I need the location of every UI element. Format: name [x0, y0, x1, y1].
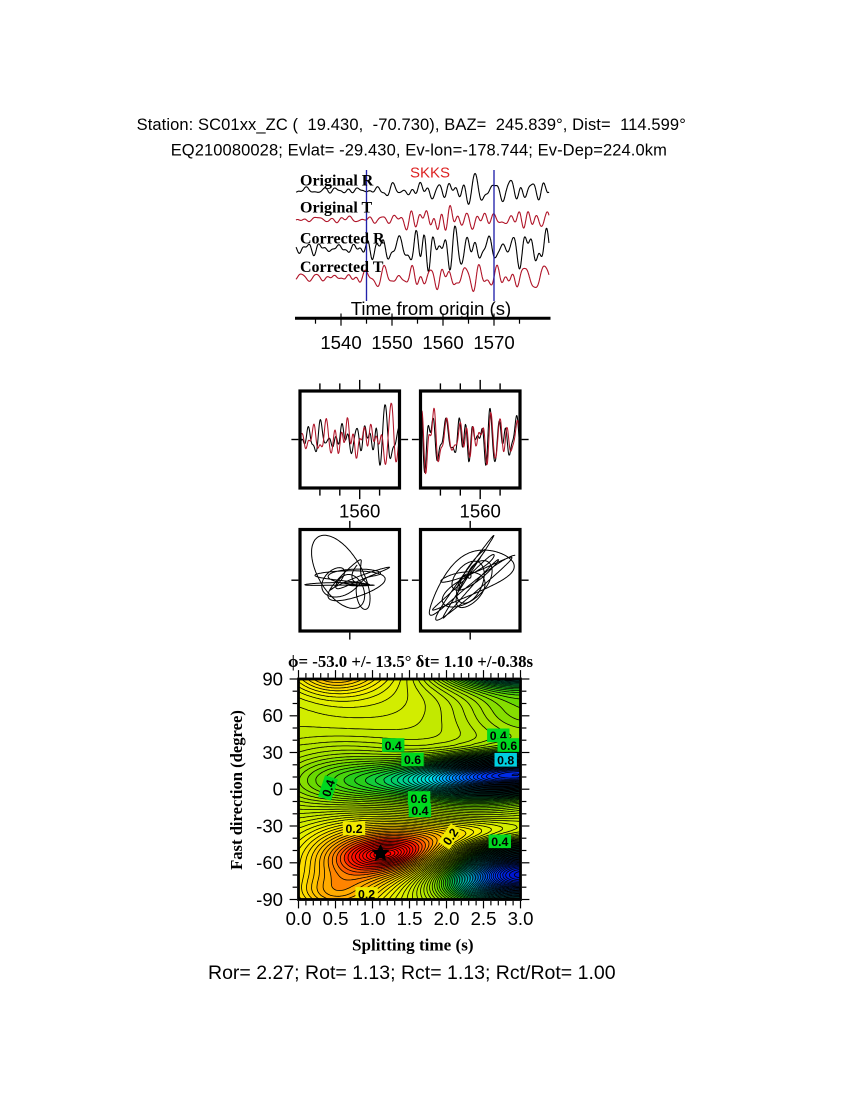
svg-text:Corrected T: Corrected T	[300, 259, 384, 276]
svg-text:1560: 1560	[422, 332, 463, 353]
svg-text:0.5: 0.5	[323, 908, 349, 929]
svg-text:Station: SC01xx_ZC ( 19.430,: Station: SC01xx_ZC ( 19.430, -70.730), B…	[137, 116, 686, 134]
svg-text:90: 90	[262, 668, 283, 689]
svg-text:0.4: 0.4	[411, 804, 428, 818]
svg-text:ϕ= -53.0 +/- 13.5° δt= 1.10 +/: ϕ= -53.0 +/- 13.5° δt= 1.10 +/-0.38s	[288, 652, 533, 671]
svg-text:0.4: 0.4	[491, 835, 508, 849]
svg-text:60: 60	[262, 705, 283, 726]
svg-text:Original R: Original R	[300, 173, 374, 190]
svg-text:0.6: 0.6	[411, 792, 428, 806]
svg-text:1550: 1550	[371, 332, 412, 353]
svg-text:0.4: 0.4	[319, 778, 338, 799]
svg-text:1570: 1570	[473, 332, 514, 353]
svg-text:1.5: 1.5	[397, 908, 423, 929]
svg-text:-60: -60	[256, 852, 283, 873]
svg-text:1560: 1560	[460, 501, 501, 522]
svg-text:EQ210080028; Evlat= -29.430, E: EQ210080028; Evlat= -29.430, Ev-lon=-178…	[171, 142, 667, 160]
svg-text:0.0: 0.0	[286, 908, 312, 929]
svg-text:3.0: 3.0	[508, 908, 534, 929]
svg-text:Splitting time (s): Splitting time (s)	[352, 936, 474, 955]
svg-text:1.0: 1.0	[360, 908, 386, 929]
svg-text:0.2: 0.2	[345, 822, 362, 836]
svg-text:Time from origin (s): Time from origin (s)	[351, 298, 511, 319]
svg-text:-30: -30	[256, 815, 283, 836]
svg-text:SKKS: SKKS	[410, 165, 450, 182]
svg-text:0: 0	[273, 779, 283, 800]
svg-text:0.6: 0.6	[500, 739, 517, 753]
svg-text:Ror= 2.27; Rot= 1.13; Rct= 1.1: Ror= 2.27; Rot= 1.13; Rct= 1.13; Rct/Rot…	[208, 962, 616, 984]
svg-text:0.4: 0.4	[385, 739, 402, 753]
svg-text:-90: -90	[256, 889, 283, 910]
svg-text:Original T: Original T	[300, 200, 372, 217]
svg-text:Corrected R: Corrected R	[300, 231, 385, 248]
svg-text:2.0: 2.0	[434, 908, 460, 929]
svg-text:Fast direction (degree): Fast direction (degree)	[227, 710, 246, 870]
svg-text:1540: 1540	[320, 332, 361, 353]
svg-text:0.6: 0.6	[404, 753, 421, 767]
svg-text:1560: 1560	[339, 501, 380, 522]
svg-text:30: 30	[262, 742, 283, 763]
svg-text:0.8: 0.8	[497, 754, 514, 768]
svg-text:2.5: 2.5	[471, 908, 497, 929]
